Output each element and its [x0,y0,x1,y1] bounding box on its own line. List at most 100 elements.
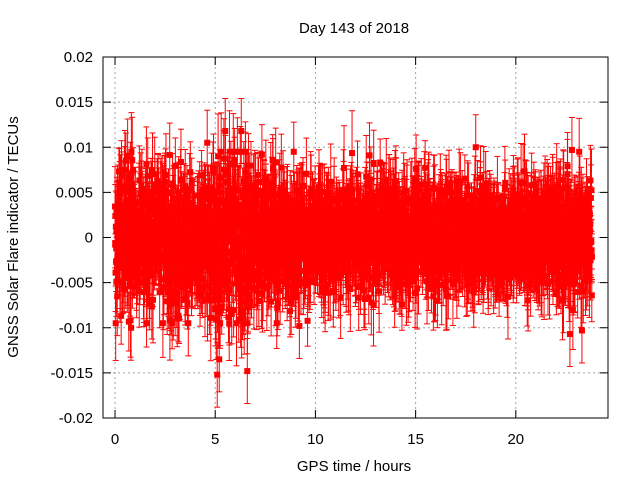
data-point [129,157,136,164]
data-point [124,241,131,248]
data-point [254,171,261,178]
data-point [311,278,318,285]
data-point [309,191,316,198]
data-point [255,178,262,185]
data-point [149,188,156,195]
data-point [216,283,223,290]
data-point [222,170,229,177]
data-point [244,216,251,223]
data-point [265,282,272,289]
data-point [215,309,222,316]
data-point [230,307,237,314]
data-point [247,201,254,208]
data-point [136,288,143,295]
data-point [245,304,252,311]
data-point [253,287,260,294]
data-point [240,307,247,314]
data-point [295,209,302,216]
data-point [219,274,226,281]
data-point [163,262,170,269]
data-point [116,258,123,265]
data-point [175,273,182,280]
data-point [142,192,149,199]
data-point [312,196,319,203]
data-point [210,191,217,198]
data-point [238,298,245,305]
data-point [254,227,261,234]
data-point [177,158,184,165]
data-point [184,300,191,307]
data-point [303,170,310,177]
data-point [273,320,280,327]
data-point [207,314,214,321]
data-point [173,291,180,298]
data-point [244,320,251,327]
data-point [215,153,222,160]
data-point [274,219,281,226]
data-point [241,242,248,249]
data-point [112,269,119,276]
data-point [121,238,128,245]
data-point [140,289,147,296]
data-point [159,320,166,327]
data-point [288,298,295,305]
data-point [122,157,129,164]
data-point [237,148,244,155]
data-point [299,182,306,189]
data-point [254,277,261,284]
data-point [259,290,266,297]
data-point [183,276,190,283]
data-point [178,255,185,262]
data-point [159,193,166,200]
data-point [307,258,314,265]
data-point [188,272,195,279]
data-point [203,282,210,289]
data-point [156,289,163,296]
data-point [144,284,151,291]
data-point [185,320,192,327]
data-point [214,271,221,278]
data-point [198,244,205,251]
data-point [118,312,125,319]
data-point [218,148,225,155]
data-point [209,216,216,223]
data-point [124,153,131,160]
data-point [306,276,313,283]
data-point [228,310,235,317]
data-point [308,186,315,193]
data-point [115,239,122,246]
data-point [155,178,162,185]
data-point [260,279,267,286]
data-point [224,237,231,244]
data-point [231,237,238,244]
data-point [277,205,284,212]
data-point [274,304,281,311]
data-point [264,255,271,262]
data-point [174,253,181,260]
data-point [265,195,272,202]
data-point [274,299,281,306]
data-point [323,221,330,228]
data-point [157,257,164,264]
data-point [226,286,233,293]
data-point [267,180,274,187]
data-point [224,179,231,186]
data-point [304,317,311,324]
data-point [172,162,179,169]
data-point [283,193,290,200]
data-point [248,162,255,169]
data-point [245,227,252,234]
data-point [286,271,293,278]
data-point [305,236,312,243]
data-point [149,167,156,174]
data-point [147,268,154,275]
data-point [245,284,252,291]
data-point [243,198,250,205]
data-point [150,296,157,303]
data-series [112,98,595,408]
data-point [169,320,176,327]
data-point [169,180,176,187]
data-point [165,189,172,196]
data-point [115,168,122,175]
